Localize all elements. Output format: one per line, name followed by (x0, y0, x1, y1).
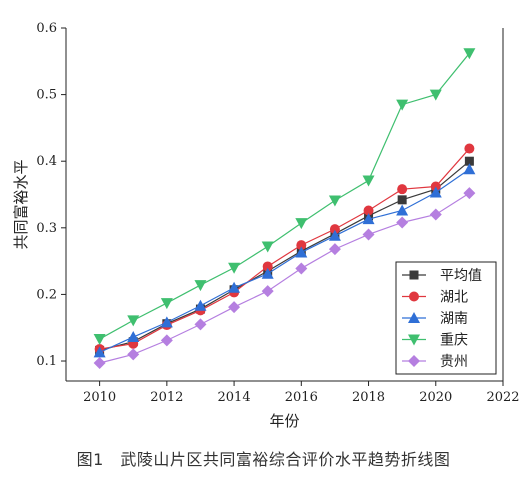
data-point (429, 89, 442, 101)
data-point (463, 163, 476, 175)
y-tick-label: 0.2 (36, 287, 57, 302)
data-point (261, 285, 274, 298)
x-tick-label: 2014 (218, 390, 251, 405)
legend-marker (408, 312, 420, 323)
data-point (396, 204, 409, 216)
y-tick-label: 0.1 (36, 354, 57, 369)
legend-label: 平均值 (440, 268, 482, 284)
data-point (464, 143, 475, 154)
data-point (362, 175, 375, 187)
legend-marker (408, 334, 420, 346)
data-point (160, 334, 173, 347)
data-point (328, 195, 341, 207)
data-point (328, 243, 341, 256)
axes: 2010 2012 2014 2016 2018 2020 2022 0.1 0.2 0.3 0.4… (36, 21, 519, 405)
series-4 (93, 187, 476, 370)
data-point (93, 346, 106, 358)
data-point (127, 315, 140, 327)
y-tick-label: 0.4 (36, 154, 57, 169)
x-tick-label: 2010 (83, 390, 116, 405)
data-point (262, 261, 273, 272)
data-point (296, 240, 307, 251)
data-point (429, 208, 442, 221)
figure-caption: 图1 武陵山片区共同富裕综合评价水平趋势折线图 (76, 450, 451, 469)
x-tick-label: 2018 (352, 390, 385, 405)
data-point (328, 229, 341, 241)
data-point (228, 301, 241, 314)
x-tick-label: 2016 (285, 390, 318, 405)
data-point (295, 246, 308, 258)
data-point (464, 156, 474, 166)
x-tick-label: 2020 (419, 390, 452, 405)
legend-label: 重庆 (440, 333, 468, 349)
data-point (463, 48, 476, 60)
x-tick-label: 2022 (486, 390, 519, 405)
data-point (194, 318, 207, 331)
data-point (362, 228, 375, 241)
data-point (93, 334, 106, 346)
data-point (160, 316, 173, 328)
data-point (396, 216, 409, 229)
data-point (397, 184, 408, 195)
legend-label: 贵州 (440, 354, 468, 370)
data-point (329, 224, 340, 235)
data-point (160, 298, 173, 310)
legend-label: 湖北 (440, 290, 468, 306)
legend-label: 湖南 (440, 311, 468, 327)
series-line (99, 168, 470, 353)
legend-item: 平均值 (402, 268, 482, 284)
data-point (396, 99, 409, 111)
data-point (261, 241, 274, 253)
series-layer (93, 48, 476, 370)
data-point (295, 218, 308, 230)
data-point (194, 299, 207, 311)
legend-item: 湖北 (402, 290, 468, 306)
series-line (99, 52, 470, 340)
data-point (194, 280, 207, 292)
series-line (99, 148, 470, 350)
legend-item: 贵州 (402, 354, 468, 370)
x-axis-title: 年份 (269, 412, 299, 430)
data-point (228, 262, 241, 274)
data-point (127, 348, 140, 361)
y-tick-label: 0.6 (36, 21, 57, 36)
data-point (228, 281, 241, 293)
series-3 (93, 48, 476, 346)
series-2 (93, 163, 476, 358)
y-axis-title: 共同富裕水平 (12, 159, 30, 249)
data-point (463, 187, 476, 200)
data-point (93, 357, 106, 370)
data-point (397, 195, 407, 205)
data-point (295, 262, 308, 275)
line-chart: 2010 2012 2014 2016 2018 2020 2022 0.1 0.2 0.3 0.4… (12, 21, 520, 430)
y-tick-label: 0.5 (36, 88, 57, 103)
data-point (261, 267, 274, 279)
data-point (127, 331, 140, 343)
data-point (429, 186, 442, 198)
data-point (362, 213, 375, 225)
legend-marker (408, 355, 420, 367)
data-point (363, 205, 374, 216)
legend-marker (409, 270, 419, 280)
legend-item: 重庆 (402, 333, 468, 349)
y-tick-label: 0.3 (36, 221, 57, 236)
legend-marker (409, 291, 419, 302)
x-tick-label: 2012 (150, 390, 183, 405)
legend-item: 湖南 (402, 311, 468, 327)
series-line (99, 192, 470, 364)
